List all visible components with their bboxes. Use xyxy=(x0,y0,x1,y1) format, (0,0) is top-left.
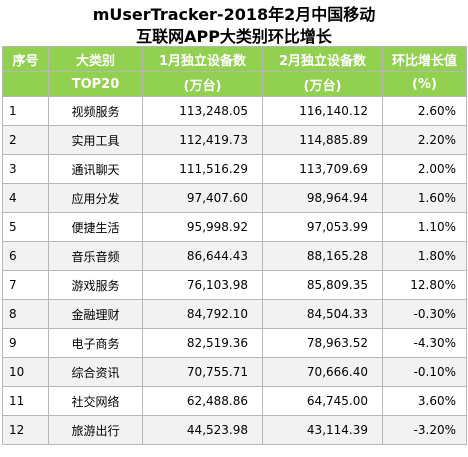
row-category-cell: 综合资讯 xyxy=(48,357,143,387)
table-row: 9 电子商务 82,519.36 78,963.52 -4.30% xyxy=(2,328,467,358)
table-row: 2 实用工具 112,419.73 114,885.89 2.20% xyxy=(2,125,467,155)
row-feb-devices-cell: 113,709.69 xyxy=(262,154,383,184)
row-category-cell: 电子商务 xyxy=(48,328,143,358)
table-title-line2: 互联网APP大类别环比增长 xyxy=(136,27,332,46)
row-jan-devices-cell: 44,523.98 xyxy=(142,415,263,445)
row-index-cell: 7 xyxy=(2,270,49,300)
row-category-cell: 旅游出行 xyxy=(48,415,143,445)
row-growth-cell: -3.20% xyxy=(382,415,467,445)
table-header: 序号 大类别 1月独立设备数 2月独立设备数 环比增长值 TOP20 (万台) … xyxy=(2,46,467,97)
row-feb-devices-cell: 114,885.89 xyxy=(262,125,383,155)
row-category-cell: 视频服务 xyxy=(48,96,143,126)
table-row: 4 应用分发 97,407.60 98,964.94 1.60% xyxy=(2,183,467,213)
table-row: 12 旅游出行 44,523.98 43,114.39 -3.20% xyxy=(2,415,467,445)
table-row: 1 视频服务 113,248.05 116,140.12 2.60% xyxy=(2,96,467,126)
row-index-cell: 4 xyxy=(2,183,49,213)
row-category-cell: 便捷生活 xyxy=(48,212,143,242)
table-row: 6 音乐音频 86,644.43 88,165.28 1.80% xyxy=(2,241,467,271)
table-title-line1: mUserTracker-2018年2月中国移动 xyxy=(92,5,376,24)
row-feb-devices-cell: 84,504.33 xyxy=(262,299,383,329)
table-row: 11 社交网络 62,488.86 64,745.00 3.60% xyxy=(2,386,467,416)
row-category-cell: 应用分发 xyxy=(48,183,143,213)
row-growth-cell: -0.30% xyxy=(382,299,467,329)
header-growth: 环比增长值 xyxy=(382,46,467,72)
row-growth-cell: 12.80% xyxy=(382,270,467,300)
header-sub-jan-unit: (万台) xyxy=(142,71,263,97)
table-row: 3 通讯聊天 111,516.29 113,709.69 2.00% xyxy=(2,154,467,184)
row-jan-devices-cell: 97,407.60 xyxy=(142,183,263,213)
row-growth-cell: -4.30% xyxy=(382,328,467,358)
row-growth-cell: 3.60% xyxy=(382,386,467,416)
row-growth-cell: 1.60% xyxy=(382,183,467,213)
row-category-cell: 通讯聊天 xyxy=(48,154,143,184)
table-body: 1 视频服务 113,248.05 116,140.12 2.60% 2 实用工具 112,4… xyxy=(2,96,467,445)
row-index-cell: 6 xyxy=(2,241,49,271)
row-index-cell: 1 xyxy=(2,96,49,126)
row-category-cell: 金融理财 xyxy=(48,299,143,329)
row-index-cell: 10 xyxy=(2,357,49,387)
row-jan-devices-cell: 112,419.73 xyxy=(142,125,263,155)
row-feb-devices-cell: 88,165.28 xyxy=(262,241,383,271)
row-category-cell: 游戏服务 xyxy=(48,270,143,300)
header-sub-growth-unit: (%) xyxy=(382,71,467,97)
row-growth-cell: 2.60% xyxy=(382,96,467,126)
row-feb-devices-cell: 98,964.94 xyxy=(262,183,383,213)
table-row: 5 便捷生活 95,998.92 97,053.99 1.10% xyxy=(2,212,467,242)
row-growth-cell: 1.10% xyxy=(382,212,467,242)
row-feb-devices-cell: 116,140.12 xyxy=(262,96,383,126)
row-jan-devices-cell: 70,755.71 xyxy=(142,357,263,387)
row-jan-devices-cell: 62,488.86 xyxy=(142,386,263,416)
row-jan-devices-cell: 111,516.29 xyxy=(142,154,263,184)
row-feb-devices-cell: 78,963.52 xyxy=(262,328,383,358)
header-sub-index xyxy=(2,71,49,97)
row-growth-cell: 1.80% xyxy=(382,241,467,271)
header-category: 大类别 xyxy=(48,46,143,72)
row-feb-devices-cell: 64,745.00 xyxy=(262,386,383,416)
row-index-cell: 2 xyxy=(2,125,49,155)
table-row: 7 游戏服务 76,103.98 85,809.35 12.80% xyxy=(2,270,467,300)
header-feb-devices: 2月独立设备数 xyxy=(262,46,383,72)
row-index-cell: 8 xyxy=(2,299,49,329)
header-jan-devices: 1月独立设备数 xyxy=(142,46,263,72)
row-feb-devices-cell: 97,053.99 xyxy=(262,212,383,242)
row-jan-devices-cell: 84,792.10 xyxy=(142,299,263,329)
row-feb-devices-cell: 43,114.39 xyxy=(262,415,383,445)
row-index-cell: 11 xyxy=(2,386,49,416)
table-title: mUserTracker-2018年2月中国移动 互联网APP大类别环比增长 xyxy=(0,0,468,46)
table-row: 10 综合资讯 70,755.71 70,666.40 -0.10% xyxy=(2,357,467,387)
row-category-cell: 实用工具 xyxy=(48,125,143,155)
row-index-cell: 5 xyxy=(2,212,49,242)
row-growth-cell: 2.00% xyxy=(382,154,467,184)
row-growth-cell: 2.20% xyxy=(382,125,467,155)
header-index: 序号 xyxy=(2,46,49,72)
header-row: 序号 大类别 1月独立设备数 2月独立设备数 环比增长值 xyxy=(2,46,467,72)
row-index-cell: 3 xyxy=(2,154,49,184)
row-feb-devices-cell: 70,666.40 xyxy=(262,357,383,387)
row-feb-devices-cell: 85,809.35 xyxy=(262,270,383,300)
header-subrow: TOP20 (万台) (万台) (%) xyxy=(2,71,467,97)
row-category-cell: 社交网络 xyxy=(48,386,143,416)
row-jan-devices-cell: 95,998.92 xyxy=(142,212,263,242)
row-category-cell: 音乐音频 xyxy=(48,241,143,271)
row-growth-cell: -0.10% xyxy=(382,357,467,387)
header-sub-feb-unit: (万台) xyxy=(262,71,383,97)
row-jan-devices-cell: 113,248.05 xyxy=(142,96,263,126)
header-sub-category: TOP20 xyxy=(48,71,143,97)
row-index-cell: 12 xyxy=(2,415,49,445)
row-jan-devices-cell: 82,519.36 xyxy=(142,328,263,358)
table-row: 8 金融理财 84,792.10 84,504.33 -0.30% xyxy=(2,299,467,329)
row-jan-devices-cell: 76,103.98 xyxy=(142,270,263,300)
row-index-cell: 9 xyxy=(2,328,49,358)
row-jan-devices-cell: 86,644.43 xyxy=(142,241,263,271)
ranking-table: 序号 大类别 1月独立设备数 2月独立设备数 环比增长值 TOP20 (万台) … xyxy=(2,46,467,445)
